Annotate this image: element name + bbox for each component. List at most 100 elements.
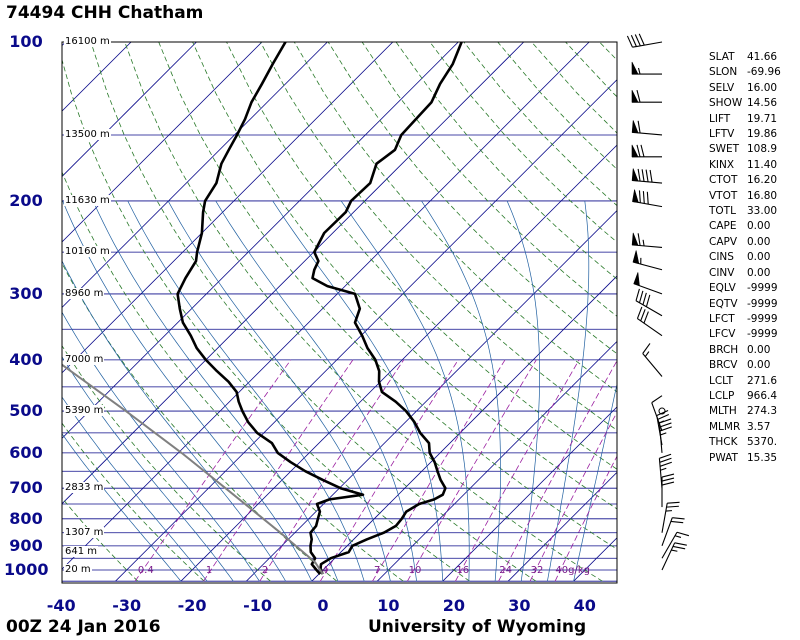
stats-row: MLMR 3.57 bbox=[709, 420, 781, 435]
footer-source: University of Wyoming bbox=[368, 617, 587, 637]
temperature-tick-label: 10 bbox=[377, 596, 400, 615]
dry-adiabat bbox=[158, 42, 617, 550]
height-label: 16100 m bbox=[64, 36, 111, 47]
stats-row: CAPE 0.00 bbox=[709, 219, 781, 234]
stats-value: 19.71 bbox=[747, 112, 778, 125]
moist-adiabat bbox=[62, 200, 313, 582]
stats-value: 16.20 bbox=[747, 174, 778, 187]
stats-key: SLAT bbox=[709, 51, 735, 63]
stats-row: TOTL 33.00 bbox=[709, 204, 781, 219]
wind-barb bbox=[636, 306, 663, 337]
height-label: 641 m bbox=[64, 546, 99, 558]
mixing-ratio-line bbox=[455, 359, 580, 582]
isotherm-line bbox=[62, 42, 66, 47]
sounding-lines bbox=[62, 42, 463, 575]
stats-key: EQTV bbox=[709, 297, 738, 310]
moist-adiabat bbox=[547, 200, 590, 582]
pressure-tick-label: 700 bbox=[9, 478, 43, 498]
mixing-ratio-line bbox=[554, 455, 617, 582]
mixing-ratio-label: 24 bbox=[499, 565, 513, 576]
moist-adiabat bbox=[215, 200, 417, 582]
height-label: 20 m bbox=[64, 564, 92, 575]
height-label: 8960 m bbox=[64, 287, 105, 299]
temperature-line bbox=[311, 42, 463, 575]
stats-row: CTOT 16.20 bbox=[709, 173, 781, 188]
stats-value: 41.66 bbox=[747, 51, 778, 63]
stats-key: CAPV bbox=[709, 235, 738, 248]
dry-adiabat bbox=[90, 42, 537, 582]
stats-value: 0.00 bbox=[747, 220, 771, 233]
height-label: 7000 m bbox=[64, 353, 105, 365]
height-label: 13500 m bbox=[64, 128, 111, 140]
stats-key: SELV bbox=[709, 81, 735, 94]
pressure-tick-label: 500 bbox=[9, 401, 43, 421]
stats-row: CINV 0.00 bbox=[709, 266, 781, 281]
stats-key: LFCT bbox=[709, 312, 735, 325]
stats-row: LIFT 19.71 bbox=[709, 112, 781, 127]
moist-adiabat bbox=[62, 356, 234, 582]
mixing-ratio-label: 0.4 bbox=[137, 565, 154, 576]
mixing-ratio-line bbox=[529, 411, 617, 582]
dry-adiabat bbox=[327, 42, 617, 355]
moist-adiabat bbox=[62, 311, 260, 582]
parcel-line bbox=[62, 363, 324, 575]
mixing-ratio-line bbox=[372, 359, 506, 582]
stats-row: CAPV 0.00 bbox=[709, 235, 781, 250]
pressure-tick-label: 300 bbox=[9, 283, 43, 303]
stats-key: CINV bbox=[709, 266, 735, 279]
stats-value: -9999 bbox=[747, 328, 778, 341]
moist-adiabat bbox=[340, 200, 470, 582]
stats-key: CAPE bbox=[709, 220, 737, 233]
mixing-ratio-label: 4 bbox=[322, 565, 329, 576]
stats-row: SWET 108.9 bbox=[709, 142, 781, 157]
stats-key: LCLP bbox=[709, 389, 735, 402]
mixing-ratio-line bbox=[259, 359, 405, 582]
temperature-tick-label: 40 bbox=[573, 596, 596, 615]
stats-value: 3.57 bbox=[747, 420, 771, 433]
moist-adiabat bbox=[62, 260, 286, 582]
moist-adiabat bbox=[167, 200, 391, 582]
stats-key: MLTH bbox=[709, 405, 737, 418]
wind-barb bbox=[658, 418, 672, 453]
wind-barb bbox=[642, 343, 663, 377]
pressure-tick-label: 800 bbox=[9, 508, 43, 528]
mixing-ratio-label: 7 bbox=[373, 565, 381, 576]
footer-datetime: 00Z 24 Jan 2016 bbox=[6, 617, 161, 637]
chart-title: 74494 CHH Chatham bbox=[6, 3, 204, 23]
wind-barb bbox=[631, 168, 663, 184]
wind-barb bbox=[626, 33, 663, 48]
isotherm-line bbox=[62, 42, 197, 178]
temperature-tick-label: -30 bbox=[112, 596, 142, 615]
height-label: 1307 m bbox=[64, 526, 105, 538]
stats-key: SWET bbox=[709, 143, 740, 156]
isotherm-line bbox=[62, 42, 590, 570]
stats-row: VTOT 16.80 bbox=[709, 189, 781, 204]
stats-key: KINX bbox=[709, 158, 735, 171]
stats-key: SLON bbox=[709, 66, 738, 79]
mixing-ratio-label: 2 bbox=[261, 565, 269, 576]
stats-key: VTOT bbox=[709, 189, 738, 202]
stats-key: PWAT bbox=[709, 451, 738, 464]
mixing-ratio-line bbox=[407, 359, 537, 582]
dry-adiabat bbox=[361, 42, 617, 317]
height-label: 10160 m bbox=[64, 246, 111, 258]
height-label: 5390 m bbox=[64, 405, 105, 417]
stats-row: PWAT 15.35 bbox=[709, 451, 781, 466]
stats-value: 274.3 bbox=[747, 405, 778, 418]
pressure-tick-label: 600 bbox=[9, 442, 43, 462]
stats-value: 11.40 bbox=[747, 158, 778, 171]
mixing-ratio-label: 1 bbox=[205, 565, 213, 576]
pressure-tick-label: 400 bbox=[9, 349, 43, 369]
stats-value: -9999 bbox=[747, 282, 778, 295]
isotherm-line bbox=[507, 471, 617, 582]
stats-row: EQTV -9999 bbox=[709, 297, 781, 312]
stats-row: LCLT 271.6 bbox=[709, 374, 781, 389]
isotherm-line bbox=[62, 42, 459, 439]
stats-key: LIFT bbox=[709, 112, 731, 125]
stats-key: EQLV bbox=[709, 282, 736, 295]
stats-row: BRCV 0.00 bbox=[709, 358, 781, 373]
wind-barb bbox=[631, 61, 662, 75]
isotherm-line bbox=[62, 42, 328, 308]
height-label: 11630 m bbox=[64, 194, 111, 206]
wind-barb bbox=[635, 288, 663, 317]
